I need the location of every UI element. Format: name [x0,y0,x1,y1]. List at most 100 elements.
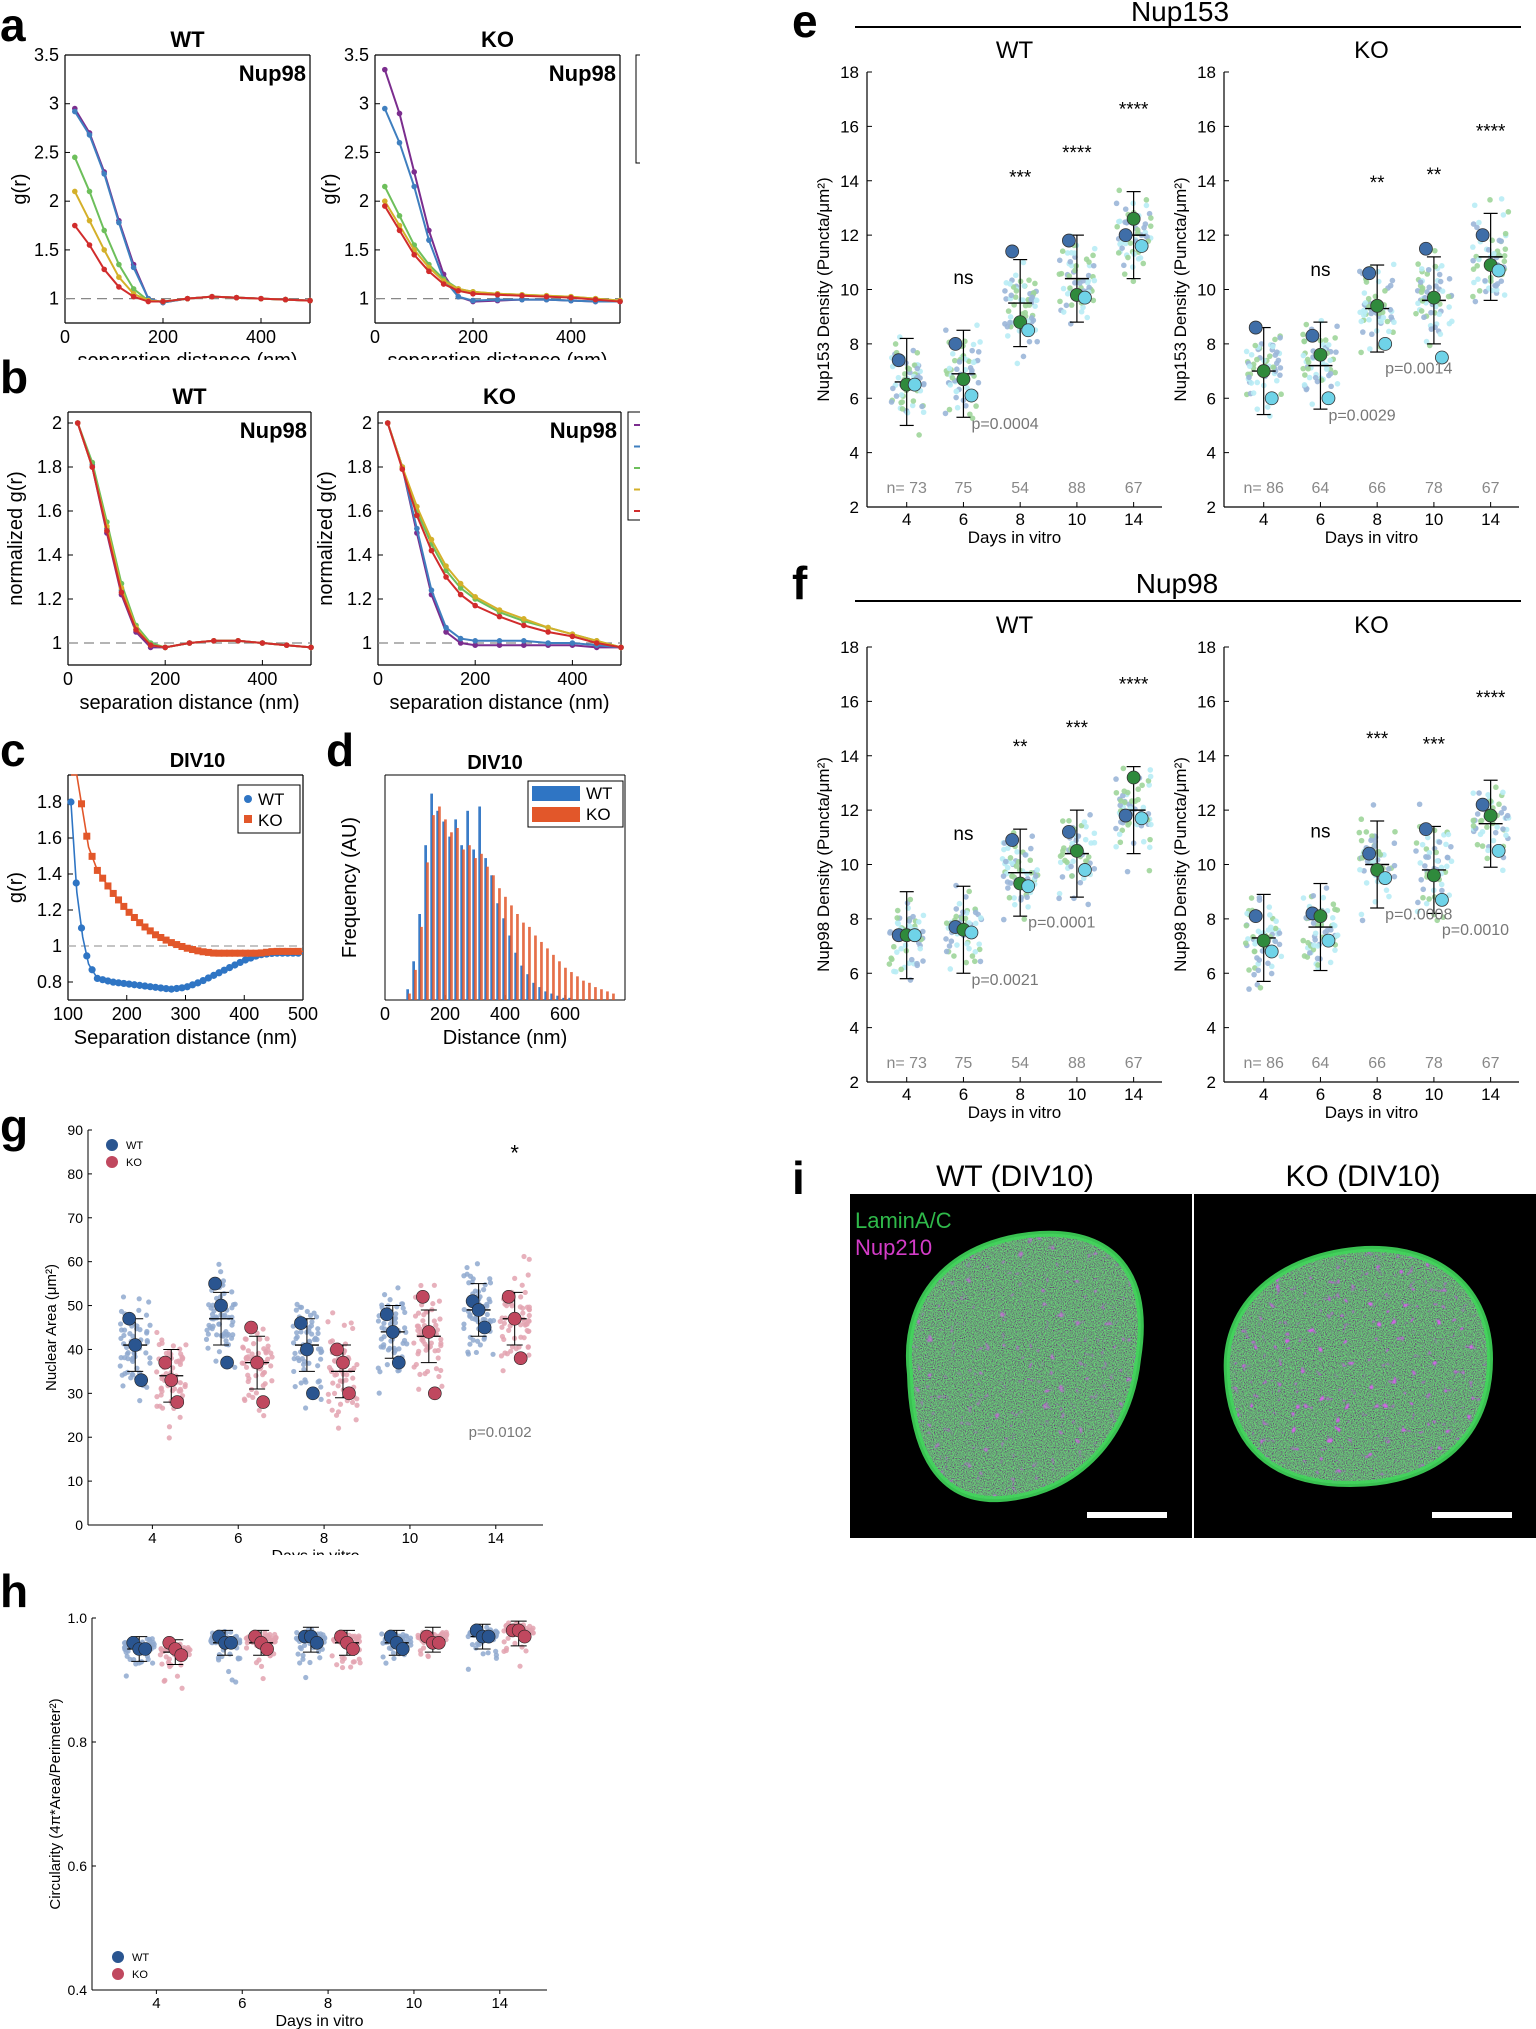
data-point [545,640,551,646]
cell-dot [951,357,958,364]
cell-dot [943,948,950,955]
replicate-mean-dot [1483,808,1498,823]
cell-dot-ko [325,1391,331,1397]
data-point [109,978,117,986]
cell-dot [1255,967,1262,974]
cell-dot [1068,302,1075,308]
cell-dot [953,906,960,912]
cell-dot-ko [245,1348,251,1354]
n-label: 88 [1068,480,1086,497]
cell-dot [1359,917,1366,924]
cell-dot [1022,309,1029,316]
data-point [120,902,128,910]
cell-dot-wt [298,1329,304,1335]
cell-dot [1016,328,1023,334]
y-tick-label: 1.5 [34,240,59,260]
data-point [284,947,292,955]
chart-title: WT [996,612,1034,639]
cell-dot [1113,776,1119,782]
data-point [152,931,160,939]
cell-dot-wt [205,1331,211,1337]
data-point [496,607,503,613]
cell-dot [1421,314,1427,321]
cell-dot [1006,894,1013,901]
series-line-div4 [383,69,620,303]
cell-dot-ko [498,1353,505,1359]
cell-dot [1254,356,1260,363]
cell-dot [1362,300,1369,306]
x-tick-label: 4 [1259,510,1268,529]
legend-label: WT [132,1952,149,1964]
cell-dot [1018,894,1025,901]
cell-dot-wt [303,1674,309,1681]
data-point [141,982,149,990]
cell-dot [1310,920,1317,926]
data-point [384,420,391,426]
data-point [494,296,501,303]
cell-dot-ko [433,1322,439,1328]
cell-dot [1091,245,1098,252]
cell-dot [1020,259,1027,266]
significance-label: * [510,1141,519,1166]
cell-dot [1246,967,1252,973]
cell-dot [949,351,956,357]
cell-dot-ko [436,1373,442,1380]
data-point [472,594,478,600]
histogram-bar-ko [498,888,501,1000]
cell-dot [1312,936,1318,943]
cell-dot-ko [161,1678,167,1684]
x-tick-label: 0 [370,327,380,347]
cell-dot [894,907,901,914]
cell-dot-ko [260,1675,266,1682]
data-point [104,528,110,534]
chart-a-wt: 0 200 400 1 1.5 2 2.5 3 3.5 separation distance (… [9,27,313,360]
cell-dot [1332,947,1338,953]
cell-dot [1251,971,1257,978]
cell-dot [956,900,963,907]
cell-dot-wt [292,1350,298,1356]
panel-letter-g: g [0,1100,29,1152]
cell-dot [920,912,927,919]
cell-dot [1470,823,1477,829]
cell-dot-ko [351,1365,357,1371]
cell-dot [1387,306,1394,313]
cell-dot-wt [467,1341,473,1347]
cell-dot [888,399,895,405]
cell-dot [1438,864,1445,871]
replicate-mean-dot-wt [220,1355,234,1370]
cell-dot [1416,801,1423,808]
cell-dot [1248,895,1255,901]
cell-dot-ko [255,1350,262,1356]
data-point [494,291,501,298]
cell-dot [1370,802,1377,808]
cell-dot-ko [268,1363,274,1369]
cell-dot-ko [253,1373,259,1379]
histogram-bar-wt [490,875,493,1000]
cell-dot [1476,256,1482,263]
cell-dot-wt [465,1666,471,1672]
cell-dot [1256,897,1263,903]
cell-dot [1305,359,1312,366]
cell-dot [969,347,975,354]
cell-dot-wt [386,1645,393,1651]
cell-dot [1303,321,1310,328]
x-axis-label: separation distance (nm) [387,350,607,360]
cell-dot [1384,318,1391,325]
cell-dot [1026,338,1033,345]
cell-dot [1432,324,1438,331]
cell-dot [1417,860,1424,866]
x-tick-label: 6 [1316,510,1325,529]
data-point [426,237,432,243]
cell-dot [1502,246,1509,252]
cell-dot [1501,258,1508,265]
cell-dot-ko [526,1256,532,1262]
replicate-mean-dot-ko [501,1289,516,1304]
cell-dot [1324,907,1331,914]
cell-dot [1013,863,1020,869]
replicate-mean-dot [1078,863,1092,877]
chart-title: DIV10 [170,750,226,772]
cell-dot [1002,288,1008,294]
legend-box [635,54,640,164]
cell-dot [1024,870,1030,877]
cell-dot [1360,329,1366,335]
